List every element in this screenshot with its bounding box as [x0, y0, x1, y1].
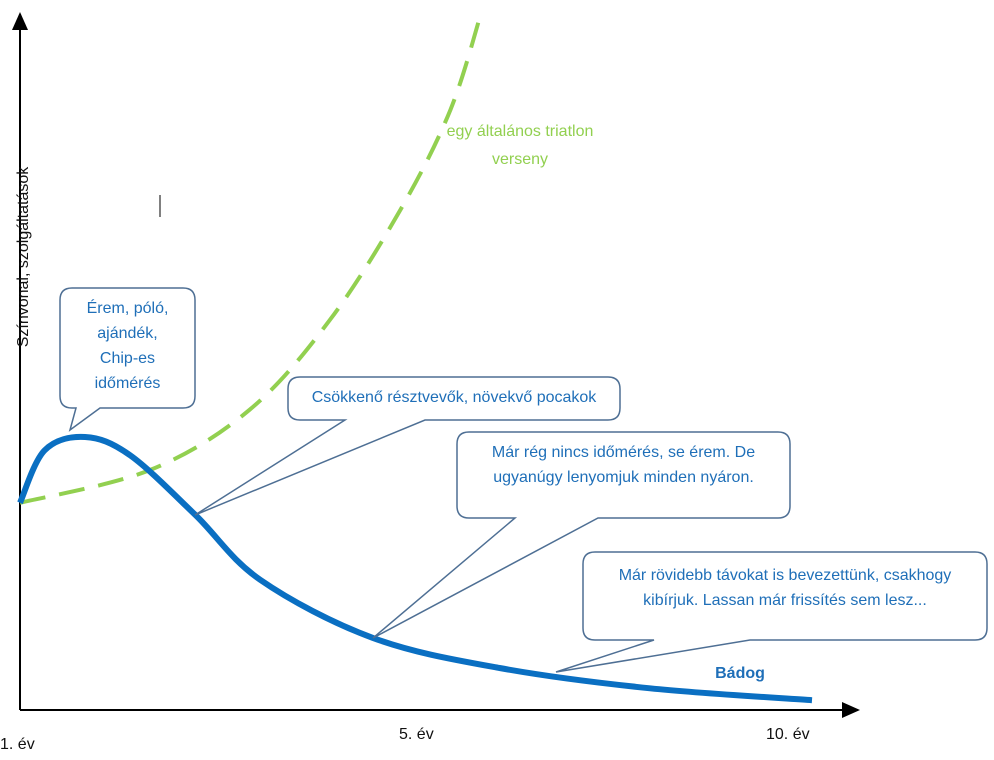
callout-line: Chip-es: [99, 350, 156, 367]
x-tick-label: 5. év: [399, 726, 434, 743]
callout-line: Csökkenő résztvevők, növekvő pocakok: [311, 389, 597, 406]
series-line-general-triathlon: [19, 9, 484, 505]
x-tick-label: 1. év: [0, 736, 35, 753]
callout-line: Már rövidebb távokat is bevezettünk, csa…: [618, 567, 952, 584]
callout-bubble-3: [372, 431, 791, 639]
green-line-label-line: verseny: [491, 151, 549, 168]
callout-bubble-2: [194, 376, 621, 516]
callout-line: Már rég nincs időmérés, se érem. De: [491, 444, 756, 461]
series-line-badog: [17, 433, 813, 704]
callout-text-2: Csökkenő résztvevők, növekvő pocakok: [288, 385, 620, 410]
callout-line: időmérés: [94, 375, 161, 392]
callout-line: ugyanúgy lenyomjuk minden nyáron.: [493, 469, 754, 486]
callout-text-4: Már rövidebb távokat is bevezettünk, csa…: [583, 563, 987, 613]
green-line-label-line: egy általános triatlon: [446, 123, 594, 140]
callout-text-1: Érem, póló, ajándék, Chip-es időmérés: [60, 296, 195, 396]
callout-bubble-1: [59, 287, 196, 432]
y-axis-label: Színvonal, szolgáltatások: [15, 166, 32, 348]
callout-line: ajándék,: [97, 325, 158, 342]
callout-line: Érem, póló,: [86, 300, 169, 317]
blue-line-label: Bádog: [715, 665, 765, 682]
callout-text-3: Már rég nincs időmérés, se érem. De ugya…: [457, 440, 790, 490]
x-tick-label: 10. év: [766, 726, 810, 743]
callout-bubble-4: [555, 551, 988, 673]
green-line-label: egy általános triatlon verseny: [420, 118, 620, 174]
callout-line: kibírjuk. Lassan már frissítés sem lesz.…: [643, 592, 927, 609]
